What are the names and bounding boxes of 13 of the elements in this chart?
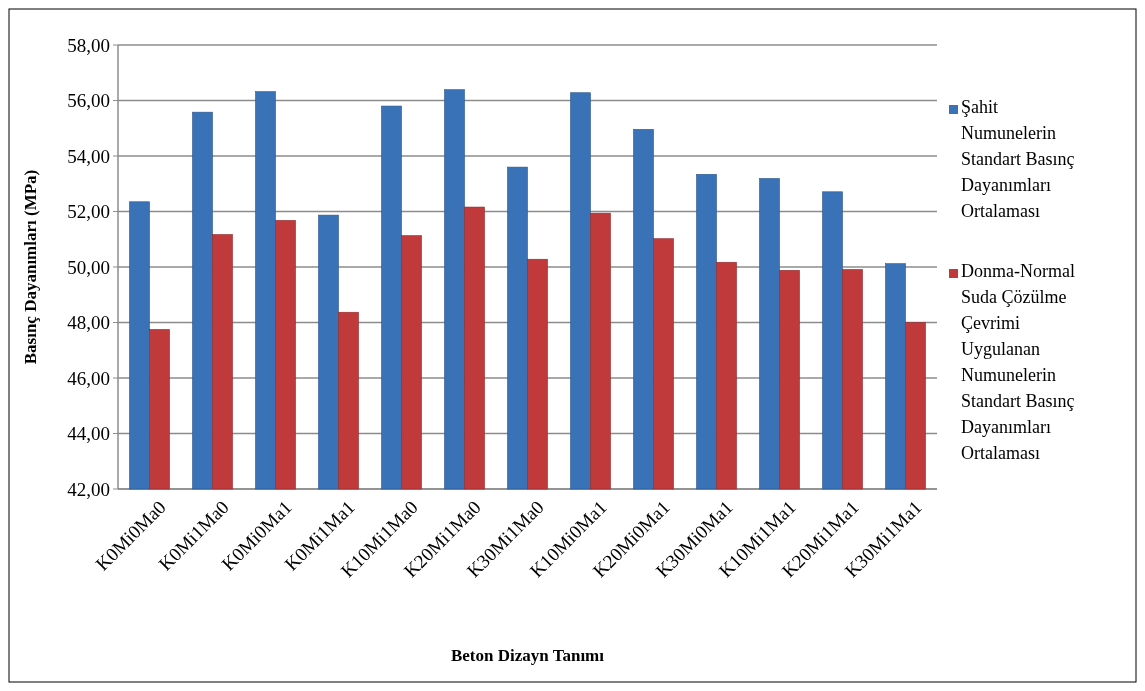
y-tick-label: 48,00 xyxy=(67,312,110,334)
legend-label: Şahit Numunelerin Standart Basınç Dayanımları Ortalaması xyxy=(961,97,1075,221)
y-tick-label: 44,00 xyxy=(67,423,110,445)
y-tick-label: 46,00 xyxy=(67,367,110,389)
y-tick-label: 56,00 xyxy=(67,90,110,112)
x-axis-title: Beton Dizayn Tanımı xyxy=(450,646,605,665)
legend-label: Donma-Normal Suda Çözülme Çevrimi Uygulanan Numunelerin Standart Basınç Dayanımları Ortalaması xyxy=(961,261,1075,463)
y-tick-label: 50,00 xyxy=(67,256,110,278)
y-tick-label: 54,00 xyxy=(67,145,110,167)
y-tick-label: 42,00 xyxy=(67,478,110,500)
y-axis-title: Basınç Dayanımları (MPa) xyxy=(21,169,40,365)
y-tick-label: 52,00 xyxy=(67,201,110,223)
y-tick-label: 58,00 xyxy=(67,34,110,56)
